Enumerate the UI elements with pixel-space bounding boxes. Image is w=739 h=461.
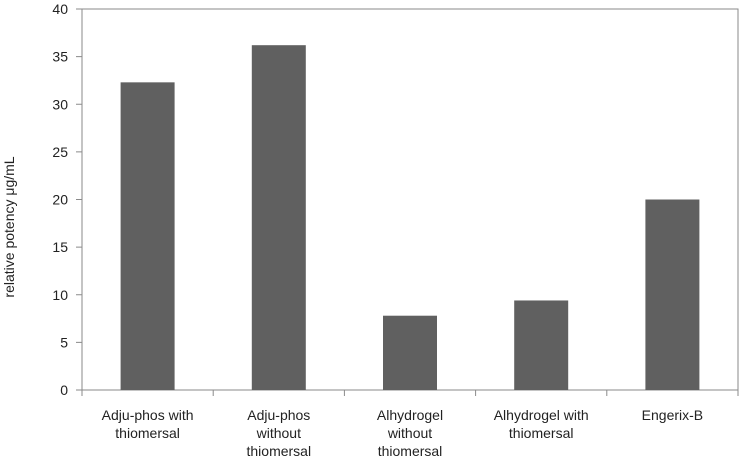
x-tick-label-line: Engerix-B — [642, 407, 703, 423]
plot-area: 0 5 10 15 20 25 30 35 40 Adju-phos with thiomersal… — [52, 1, 739, 459]
y-axis-label: relative potency μg/mL — [1, 156, 17, 297]
bar — [514, 300, 569, 390]
x-tick-label-line: Alhydrogel — [377, 407, 443, 423]
y-tick-label: 15 — [52, 239, 68, 255]
bar — [383, 315, 437, 390]
x-tick-label-line: thiomersal — [509, 425, 574, 441]
y-tick-label: 0 — [60, 382, 68, 398]
x-tick-label-line: without — [387, 425, 432, 441]
y-tick-label: 5 — [60, 334, 68, 350]
x-tick-label-line: Adju-phos — [247, 407, 310, 423]
x-tick-label-line: thiomersal — [115, 425, 180, 441]
x-tick-label-line: without — [256, 425, 301, 441]
x-tick-label-line: Alhydrogel with — [494, 407, 589, 423]
y-tick-label: 25 — [52, 144, 68, 160]
bar — [645, 199, 700, 390]
x-tick-label-line: thiomersal — [378, 443, 443, 459]
x-tick-label-line: Adju-phos with — [102, 407, 194, 423]
y-tick-label: 20 — [52, 192, 68, 208]
x-tick-label: Adju-phos with thiomersal — [102, 407, 194, 441]
x-tick-label: Alhydrogel without thiomersal — [377, 407, 443, 459]
bar — [120, 82, 175, 390]
y-tick-label: 10 — [52, 287, 68, 303]
y-tick-label: 35 — [52, 49, 68, 65]
x-tick-label: Engerix-B — [642, 407, 703, 423]
y-tick-label: 40 — [52, 1, 68, 17]
x-tick-label-line: thiomersal — [247, 443, 312, 459]
y-tick-label: 30 — [52, 96, 68, 112]
x-tick-label: Alhydrogel with thiomersal — [494, 407, 589, 441]
x-tick-label: Adju-phos without thiomersal — [247, 407, 312, 459]
bar — [251, 45, 306, 390]
